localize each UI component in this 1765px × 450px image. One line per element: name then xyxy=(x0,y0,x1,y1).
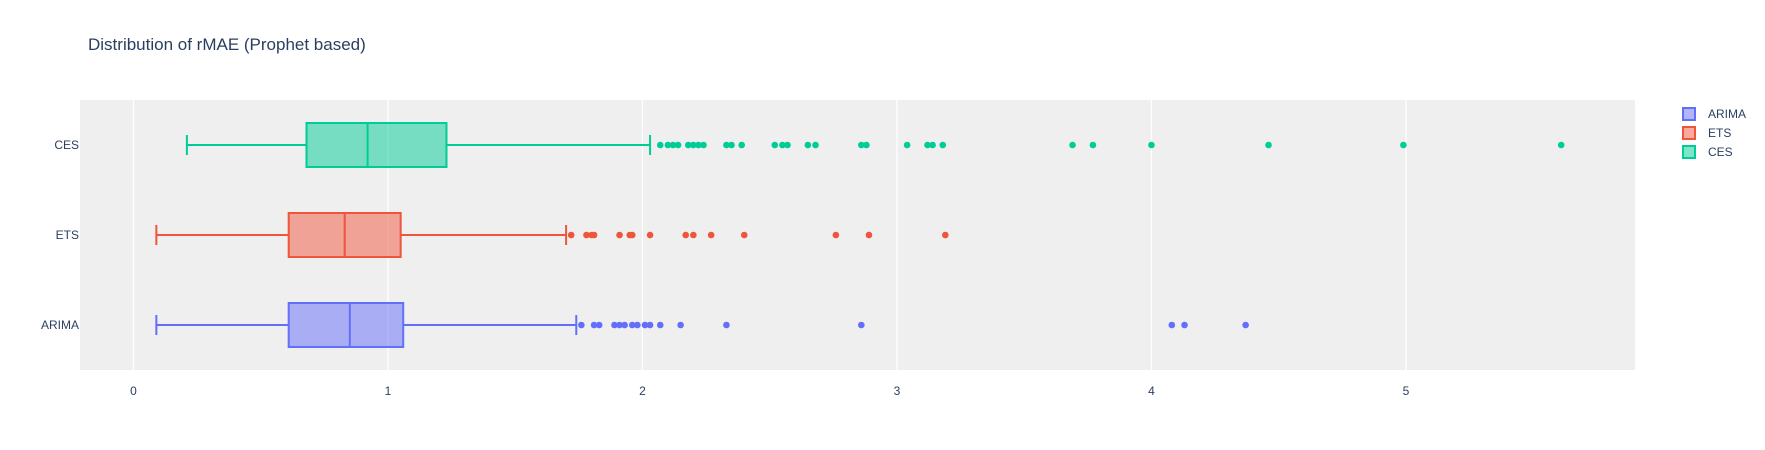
legend-item-ets: ETS xyxy=(1682,126,1731,140)
outlier-point xyxy=(832,231,840,239)
outlier-point xyxy=(1168,321,1176,329)
box-arima xyxy=(155,302,1249,348)
outlier-point xyxy=(616,231,623,239)
outlier-point xyxy=(1242,321,1249,329)
legend-swatch xyxy=(1682,145,1696,159)
outlier-point xyxy=(567,231,575,239)
y-tick-label: ETS xyxy=(56,228,79,242)
legend-swatch xyxy=(1682,126,1696,140)
outlier-point xyxy=(590,231,598,239)
outlier-point xyxy=(674,141,682,149)
outlier-point xyxy=(646,321,654,329)
outlier-point xyxy=(690,141,697,149)
outlier-point xyxy=(903,141,911,149)
outlier-point xyxy=(656,321,664,329)
outlier-point xyxy=(1400,141,1407,149)
outlier-point xyxy=(863,141,870,149)
legend-label: CES xyxy=(1708,145,1733,159)
box-ets xyxy=(155,212,949,258)
box-ces xyxy=(185,122,1565,168)
outlier-point xyxy=(1089,141,1097,149)
outlier-point xyxy=(664,141,672,149)
y-tick-label: CES xyxy=(54,138,79,152)
outlier-point xyxy=(583,231,590,239)
outlier-point xyxy=(1557,141,1565,149)
y-axis-ticks: ARIMA ETS CES xyxy=(41,138,79,332)
outlier-point xyxy=(690,231,697,239)
outlier-point xyxy=(695,141,702,149)
x-axis-ticks: 0 1 2 3 4 5 xyxy=(130,384,1410,398)
x-tick-label: 0 xyxy=(130,384,137,398)
outlier-point xyxy=(684,141,692,149)
legend-label: ARIMA xyxy=(1708,107,1746,121)
outlier-point xyxy=(578,321,585,329)
outlier-point xyxy=(779,141,786,149)
x-tick-label: 3 xyxy=(894,384,901,398)
outlier-point xyxy=(723,321,730,329)
legend-item-ces: CES xyxy=(1682,145,1733,159)
outlier-point xyxy=(924,141,931,149)
outlier-point xyxy=(611,321,618,329)
outlier-point xyxy=(723,141,730,149)
outlier-point xyxy=(628,321,636,329)
outlier-point xyxy=(707,231,715,239)
outlier-point xyxy=(858,141,865,149)
boxes xyxy=(155,122,1565,348)
outlier-point xyxy=(682,231,690,239)
outlier-point xyxy=(1069,141,1076,149)
outlier-point xyxy=(700,141,707,149)
outlier-point xyxy=(740,231,748,239)
outlier-point xyxy=(669,141,677,149)
outlier-point xyxy=(738,141,746,149)
outlier-point xyxy=(656,141,664,149)
outlier-point xyxy=(1181,321,1188,329)
legend: ARIMA ETS CES xyxy=(1682,107,1746,159)
outlier-point xyxy=(942,231,949,239)
x-tick-label: 5 xyxy=(1403,384,1410,398)
outlier-point xyxy=(634,321,641,329)
box-iqr xyxy=(305,122,448,168)
outlier-point xyxy=(641,321,649,329)
outlier-point xyxy=(929,141,936,149)
outlier-point xyxy=(804,141,812,149)
outlier-point xyxy=(858,321,865,329)
legend-swatch xyxy=(1682,107,1696,121)
outlier-point xyxy=(728,141,735,149)
outlier-point xyxy=(595,321,603,329)
outlier-point xyxy=(621,321,628,329)
outlier-point xyxy=(1265,141,1272,149)
outlier-point xyxy=(646,231,654,239)
legend-item-arima: ARIMA xyxy=(1682,107,1746,121)
chart-title: Distribution of rMAE (Prophet based) xyxy=(88,35,366,54)
outlier-point xyxy=(771,141,779,149)
outlier-point xyxy=(812,141,819,149)
outlier-point xyxy=(677,321,684,329)
outlier-point xyxy=(784,141,791,149)
legend-label: ETS xyxy=(1708,126,1731,140)
outlier-point xyxy=(590,321,598,329)
x-tick-label: 4 xyxy=(1148,384,1155,398)
x-tick-label: 2 xyxy=(639,384,646,398)
outlier-point xyxy=(628,231,636,239)
y-tick-label: ARIMA xyxy=(41,318,79,332)
outlier-point xyxy=(865,231,873,239)
x-tick-label: 1 xyxy=(385,384,392,398)
outlier-point xyxy=(616,321,623,329)
outlier-point xyxy=(1148,141,1155,149)
box-iqr xyxy=(287,302,405,348)
outlier-point xyxy=(939,141,947,149)
